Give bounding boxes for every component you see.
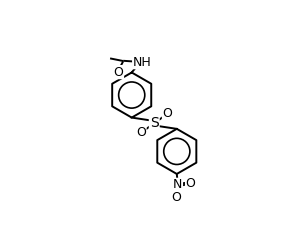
Text: N: N [173, 178, 182, 191]
Text: O: O [186, 177, 195, 190]
Text: O: O [114, 66, 123, 79]
Text: O: O [171, 191, 181, 203]
Text: NH: NH [133, 56, 151, 69]
Text: O: O [163, 107, 172, 120]
Text: O: O [136, 126, 146, 139]
Text: S: S [150, 116, 159, 130]
